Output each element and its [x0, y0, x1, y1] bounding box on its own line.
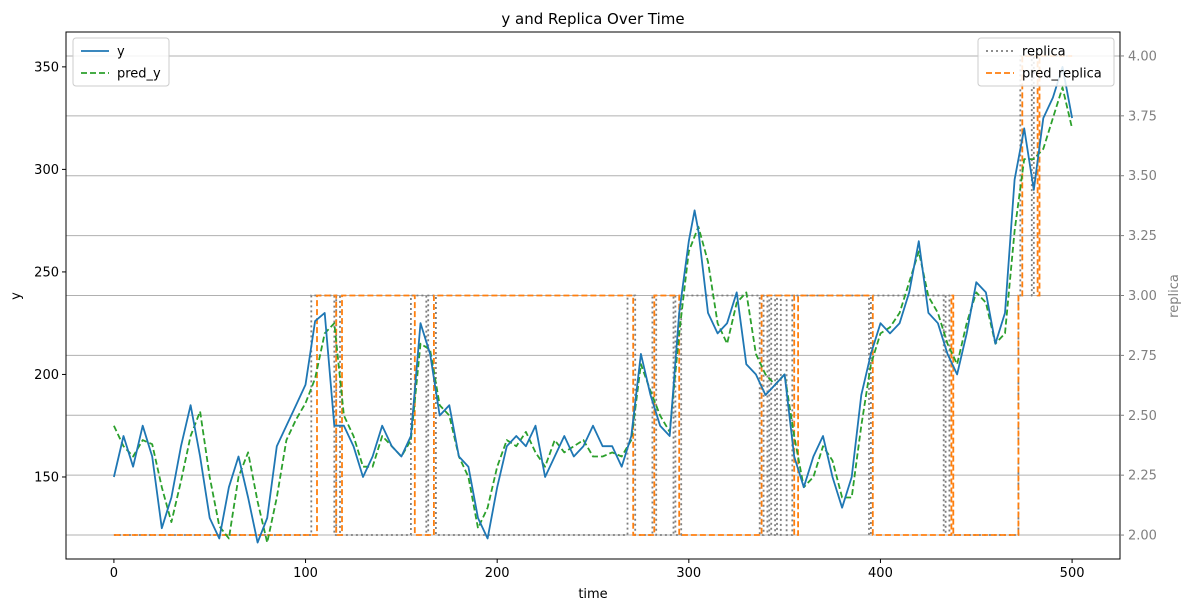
y2-tick-label: 2.00 [1128, 529, 1157, 544]
y-tick-label: 200 [34, 368, 59, 383]
y2-tick-label: 4.00 [1128, 49, 1157, 64]
plot-series [113, 55, 1073, 544]
y2-tick-label: 3.50 [1128, 169, 1157, 184]
legend-box [977, 37, 1115, 87]
y2-tick-label: 2.25 [1128, 469, 1157, 484]
legend-right: replica pred_replica [977, 37, 1115, 87]
legend-label: y [117, 45, 125, 60]
y-axis-label: y [9, 292, 24, 300]
y-tick-label: 300 [34, 163, 59, 178]
legend-label: replica [1022, 45, 1066, 60]
pred-replica-series-line [113, 55, 1073, 536]
y2-axis-label: replica [1167, 274, 1182, 318]
legend-label: pred_replica [1022, 67, 1102, 82]
x-axis-label: time [578, 587, 607, 602]
legend-label: pred_y [117, 67, 161, 82]
x-tick-label: 400 [868, 566, 893, 581]
y2-tick-label: 2.50 [1128, 409, 1157, 424]
y2-tick-label: 3.75 [1128, 109, 1157, 124]
x-tick-label: 200 [485, 566, 510, 581]
x-tick-label: 300 [676, 566, 701, 581]
axes: 0 100 200 300 400 500 150 200 250 300 350 2.00 2.25 2… [34, 49, 1157, 581]
x-tick-label: 0 [110, 566, 118, 581]
y-series-line [113, 66, 1073, 544]
chart-title: y and Replica Over Time [501, 10, 684, 28]
legend-box [72, 37, 170, 87]
x-tick-label: 100 [293, 566, 318, 581]
y-tick-label: 350 [34, 60, 59, 75]
y2-tick-label: 2.75 [1128, 349, 1157, 364]
pred-y-series-line [113, 86, 1073, 544]
y2-tick-label: 3.25 [1128, 229, 1157, 244]
y-tick-label: 150 [34, 470, 59, 485]
legend-left: y pred_y [72, 37, 170, 87]
x-tick-label: 500 [1060, 566, 1085, 581]
y2-tick-label: 3.00 [1128, 289, 1157, 304]
y-tick-label: 250 [34, 265, 59, 280]
